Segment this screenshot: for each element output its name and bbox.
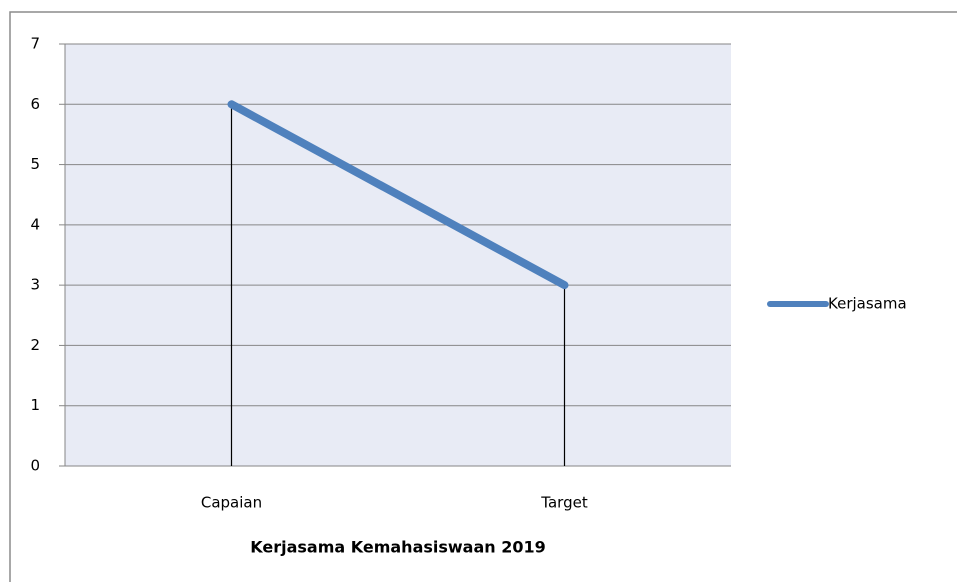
x-tick-label: Target	[540, 494, 588, 512]
y-tick-label: 4	[30, 215, 40, 233]
series-line	[227, 100, 569, 290]
y-tick-label: 5	[30, 155, 40, 173]
x-tick-label: Capaian	[201, 494, 262, 512]
y-tick-label: 2	[30, 336, 40, 354]
legend-label: Kerjasama	[828, 295, 907, 313]
y-tick-label: 1	[30, 396, 40, 414]
y-tick-label: 6	[30, 95, 40, 113]
x-axis-title: Kerjasama Kemahasiswaan 2019	[250, 538, 546, 557]
y-tick-label: 7	[30, 35, 40, 53]
y-tick-label: 0	[30, 457, 40, 475]
y-tick-label: 3	[30, 276, 40, 294]
plot-area	[65, 44, 731, 466]
